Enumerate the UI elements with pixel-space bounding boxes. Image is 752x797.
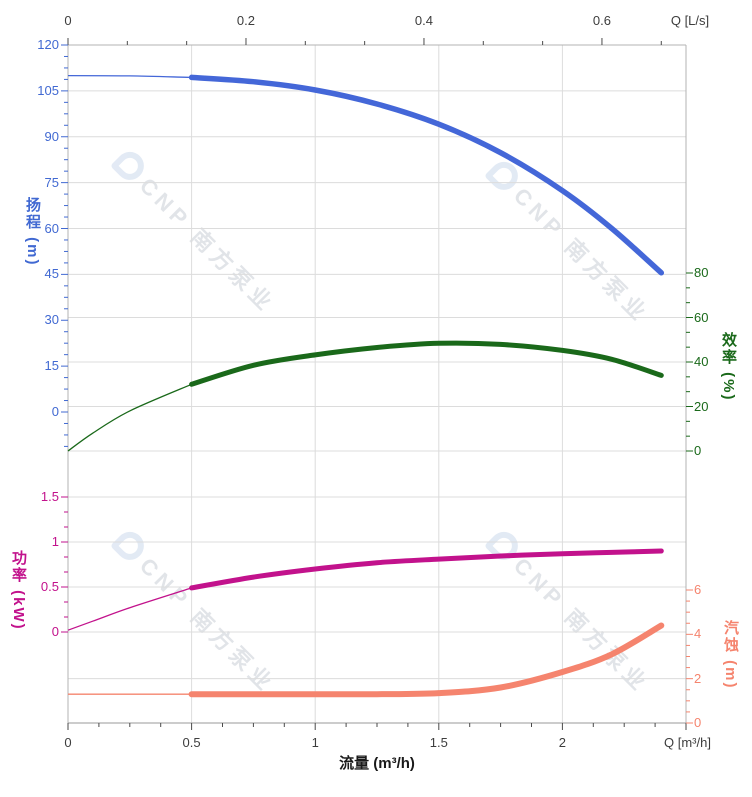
efficiency-curve — [189, 340, 664, 387]
bottom-axis-unit-label: Q [m³/h] — [664, 735, 711, 750]
head-curve-thin — [67, 74, 192, 79]
npsh-curve — [188, 622, 665, 698]
power-curve-thin — [67, 587, 192, 631]
head-curve — [188, 74, 665, 276]
power-curve — [189, 548, 664, 591]
top-axis-unit-label: Q [L/s] — [670, 13, 710, 28]
power-axis-title: 功率 (kW) — [10, 550, 27, 631]
efficiency-curve-thin — [67, 383, 192, 452]
x-axis-title: 流量 (m³/h) — [339, 755, 415, 772]
head-axis-title: 扬程 (m) — [24, 197, 41, 267]
efficiency-axis-title: 效率 (%) — [720, 332, 737, 402]
npsh-axis-title: 汽蚀 (m) — [722, 620, 739, 690]
